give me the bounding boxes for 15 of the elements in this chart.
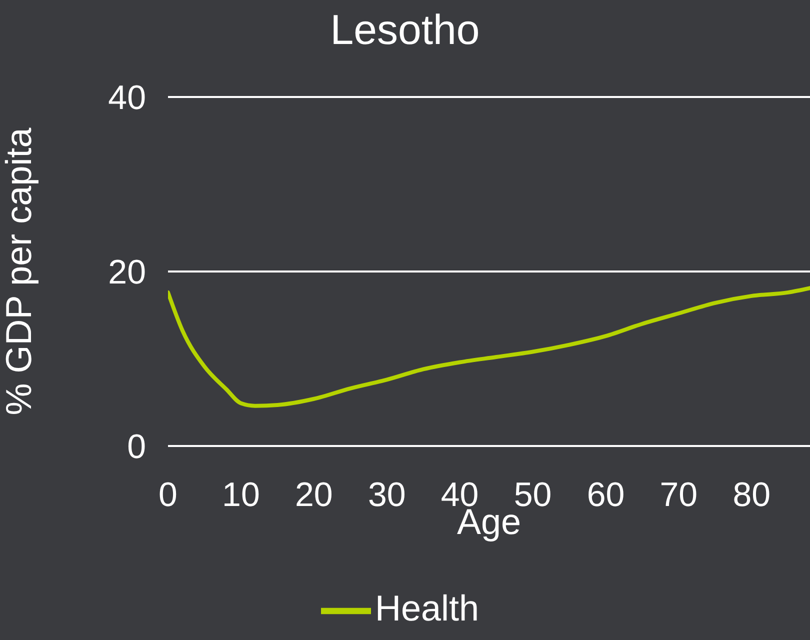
x-tick-label: 60 bbox=[586, 476, 625, 514]
y-axis-title: % GDP per capita bbox=[0, 126, 39, 416]
x-tick-label: 80 bbox=[732, 476, 771, 514]
x-tick-label: 50 bbox=[514, 476, 552, 514]
x-tick-label: 10 bbox=[222, 476, 260, 514]
y-tick-label: 20 bbox=[108, 254, 146, 292]
x-tick-label: 0 bbox=[158, 476, 178, 514]
chart-title: Lesotho bbox=[329, 6, 481, 54]
legend-label: Health bbox=[374, 588, 480, 629]
y-tick-label: 0 bbox=[127, 428, 146, 466]
y-tick-label: 40 bbox=[108, 79, 146, 118]
x-tick-label: 20 bbox=[294, 476, 333, 514]
x-tick-label: 30 bbox=[368, 476, 406, 514]
x-tick-label: 70 bbox=[660, 476, 698, 514]
line-series bbox=[168, 286, 810, 408]
